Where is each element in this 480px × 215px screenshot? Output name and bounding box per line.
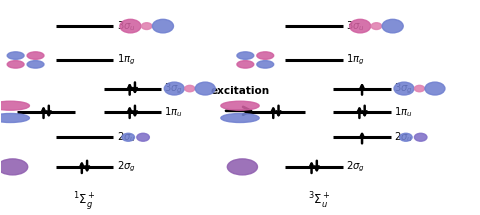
- Ellipse shape: [414, 133, 427, 141]
- Text: 2$\sigma_g$: 2$\sigma_g$: [346, 160, 365, 174]
- Text: 3$\sigma_u$: 3$\sigma_u$: [117, 19, 135, 33]
- Text: 3$\sigma_g$: 3$\sigma_g$: [164, 81, 183, 96]
- Text: $^3\Sigma_u^+$: $^3\Sigma_u^+$: [308, 191, 330, 211]
- Text: 1$\pi_u$: 1$\pi_u$: [394, 105, 413, 119]
- Ellipse shape: [27, 61, 44, 68]
- Ellipse shape: [7, 61, 24, 68]
- Ellipse shape: [237, 52, 254, 59]
- Ellipse shape: [399, 133, 412, 141]
- Ellipse shape: [195, 82, 215, 95]
- Ellipse shape: [185, 85, 195, 92]
- Ellipse shape: [122, 133, 134, 141]
- Text: 2$\sigma_g$: 2$\sigma_g$: [117, 160, 135, 174]
- Ellipse shape: [7, 52, 24, 59]
- Ellipse shape: [137, 133, 149, 141]
- Text: 2$\sigma_u$: 2$\sigma_u$: [394, 130, 413, 144]
- Text: 1$\pi_g$: 1$\pi_g$: [117, 53, 135, 67]
- Ellipse shape: [257, 61, 274, 68]
- Ellipse shape: [349, 19, 371, 33]
- Ellipse shape: [142, 23, 152, 29]
- Ellipse shape: [371, 23, 382, 29]
- Ellipse shape: [120, 19, 141, 33]
- Ellipse shape: [257, 52, 274, 59]
- Ellipse shape: [425, 82, 445, 95]
- Ellipse shape: [237, 61, 254, 68]
- Ellipse shape: [394, 82, 414, 95]
- Ellipse shape: [0, 101, 29, 110]
- Text: 3$\sigma_u$: 3$\sigma_u$: [346, 19, 365, 33]
- Ellipse shape: [221, 101, 259, 110]
- Text: $^1\Sigma_g^+$: $^1\Sigma_g^+$: [73, 190, 96, 212]
- Ellipse shape: [0, 114, 29, 123]
- Ellipse shape: [153, 19, 173, 33]
- Ellipse shape: [382, 19, 403, 33]
- Ellipse shape: [27, 52, 44, 59]
- Ellipse shape: [228, 159, 257, 175]
- Text: 2$\sigma_u$: 2$\sigma_u$: [117, 130, 135, 144]
- Text: 3$\sigma_g$: 3$\sigma_g$: [394, 81, 413, 96]
- Ellipse shape: [414, 85, 424, 92]
- Ellipse shape: [0, 159, 28, 175]
- Text: 1$\pi_g$: 1$\pi_g$: [346, 53, 365, 67]
- Ellipse shape: [221, 114, 259, 123]
- Ellipse shape: [164, 82, 184, 95]
- Text: excitation: excitation: [210, 86, 270, 96]
- Text: 1$\pi_u$: 1$\pi_u$: [164, 105, 183, 119]
